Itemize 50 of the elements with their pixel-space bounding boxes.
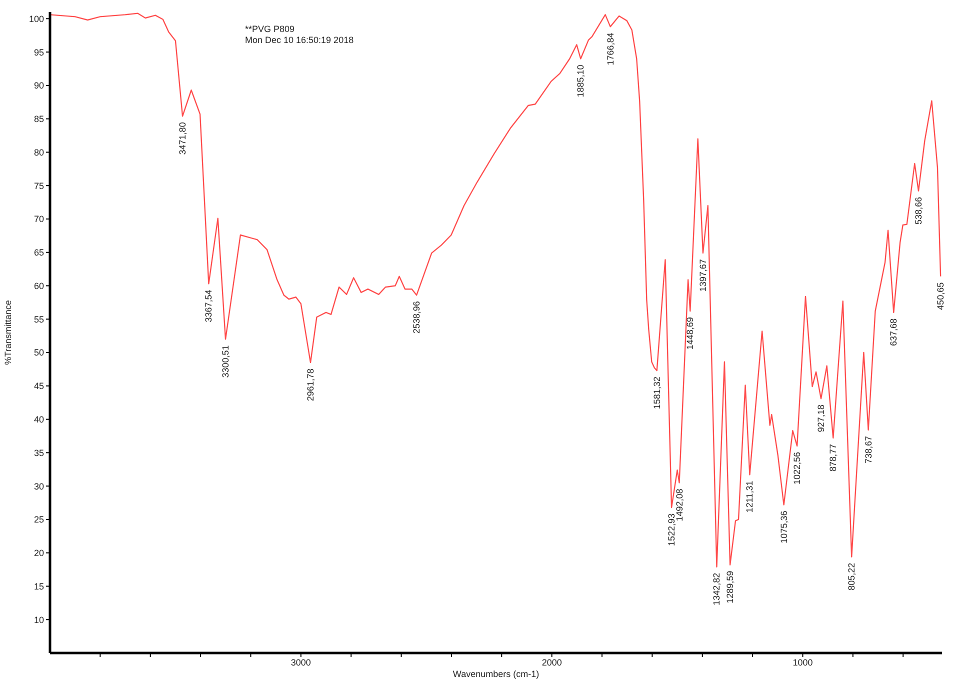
annotation: 1581,32 (652, 376, 662, 410)
annotation: 2538,96 (412, 301, 422, 334)
y-tick-label: 90 (34, 80, 44, 91)
y-tick-label: 25 (34, 514, 44, 525)
annotation: 637,68 (888, 318, 899, 346)
annotation: 1766,84 (605, 32, 616, 66)
y-tick-label: 10 (34, 614, 44, 625)
annotation: 1492,08 (674, 488, 684, 522)
y-tick-label: 15 (34, 581, 44, 592)
x-tick-label: 1000 (792, 657, 813, 668)
annotation: 1289,59 (725, 570, 736, 604)
annotation: 805,22 (846, 562, 857, 590)
y-tick-label: 60 (34, 280, 44, 291)
x-tick-label: 2000 (542, 657, 562, 668)
annotation: 1075,36 (778, 510, 789, 544)
annotation: 1397,67 (698, 259, 708, 292)
annotation: 738,67 (863, 436, 874, 464)
annotation: 3367,54 (204, 290, 214, 322)
y-tick-label: 20 (34, 548, 44, 558)
annotation: 3471,80 (178, 122, 188, 155)
y-tick-label: 30 (34, 481, 44, 492)
y-tick-label: 45 (34, 381, 44, 392)
annotation: 1211,31 (744, 480, 755, 513)
y-tick-label: 95 (34, 47, 44, 58)
y-tick-label: 85 (34, 114, 44, 124)
annotation: 2961,78 (306, 368, 316, 402)
y-tick-label: 35 (34, 448, 44, 458)
annotation: 1885,10 (576, 64, 586, 98)
y-tick-label: 65 (34, 248, 44, 258)
y-axis-title: %Transmittance (3, 300, 14, 365)
annotation: 1448,69 (685, 317, 696, 350)
annotation: 1022,56 (792, 452, 802, 485)
y-tick-label: 80 (34, 147, 44, 158)
y-tick-label: 50 (34, 348, 44, 358)
y-tick-label: 55 (34, 314, 44, 324)
y-tick-label: 100 (28, 14, 44, 24)
y-tick-label: 70 (34, 214, 44, 224)
annotation: 1342,82 (712, 572, 722, 606)
annotation: 878,77 (828, 444, 838, 472)
annotation: Mon Dec 10 16:50:19 2018 (245, 35, 354, 46)
annotation: 1522,93 (666, 513, 677, 546)
y-tick-label: 75 (34, 180, 44, 191)
annotation: 927,18 (816, 404, 826, 432)
annotation: 450,65 (936, 282, 946, 310)
x-tick-label: 3000 (290, 657, 311, 668)
annotation: 538,66 (914, 196, 924, 224)
y-tick-label: 40 (34, 414, 44, 424)
x-axis-title: Wavenumbers (cm-1) (452, 669, 540, 679)
annotation: **PVG P809 (245, 24, 296, 35)
annotation: 3300,51 (220, 345, 231, 378)
